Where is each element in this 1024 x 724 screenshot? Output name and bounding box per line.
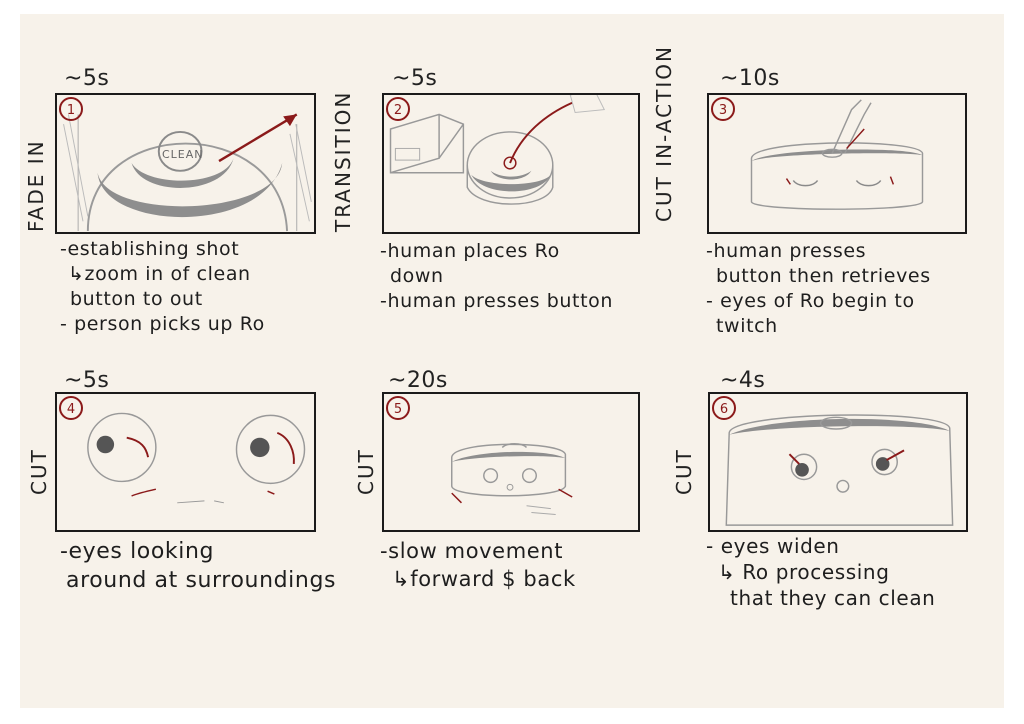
- panel-5-duration: ~20s: [388, 368, 448, 393]
- panel-6-note-2: ↳ Ro processing: [718, 560, 890, 584]
- panel-1-sketch: [63, 113, 312, 232]
- panel-4-number-badge: 4: [59, 396, 83, 420]
- panel-5-number-badge: 5: [386, 396, 410, 420]
- panel-5-frame: 5: [382, 392, 640, 532]
- panel-1-frame: CLEAN 1: [55, 93, 316, 234]
- panel-1-note-4: - person picks up Ro: [60, 313, 265, 335]
- panel-3-frame: 3: [707, 93, 967, 234]
- panel-4-sketch: [87, 412, 306, 504]
- panel-6-frame: 6: [708, 392, 968, 532]
- panel-3-sketch: [750, 99, 924, 210]
- panel-2-note-1: -human places Ro: [380, 240, 560, 262]
- panel-6-number-badge: 6: [712, 396, 736, 420]
- panel-5-notes: -slow movement ↳forward $ back: [380, 537, 576, 593]
- panel-3-note-3: - eyes of Ro begin to: [706, 290, 915, 312]
- panel-4-duration: ~5s: [64, 368, 110, 393]
- panel-2-frame: 2: [382, 93, 640, 234]
- panel-2-number-badge: 2: [386, 97, 410, 121]
- panel-5-sketch: [451, 443, 573, 515]
- panel-3-note-1: -human presses: [706, 240, 867, 262]
- panel-2-duration: ~5s: [392, 66, 438, 91]
- panel-5-note-1: -slow movement: [380, 539, 564, 563]
- panel-6-duration: ~4s: [720, 368, 766, 393]
- panel-4-note-2: around at surroundings: [66, 568, 337, 593]
- panel-4-frame: 4: [55, 392, 316, 532]
- panel-1-note-1: -establishing shot: [60, 238, 240, 260]
- panel-4-note-1: -eyes looking: [60, 539, 215, 564]
- panel-6-note-3: that they can clean: [730, 586, 936, 610]
- panel-3-notes: -human presses button then retrieves - e…: [706, 239, 931, 339]
- panel-2-notes: -human places Ro down -human presses but…: [380, 239, 613, 314]
- panel-6-notes: - eyes widen ↳ Ro processing that they c…: [706, 533, 935, 611]
- panel-1-notes: -establishing shot ↳zoom in of clean but…: [60, 237, 265, 337]
- clean-button-label: CLEAN: [162, 148, 204, 161]
- panel-3-note-2: button then retrieves: [716, 265, 931, 287]
- panel-1-transition-label: FADE IN: [24, 139, 48, 232]
- panel-2-transition-label: TRANSITION: [331, 90, 355, 232]
- panel-2-note-2: down: [390, 265, 444, 287]
- panel-3-number-badge: 3: [711, 97, 735, 121]
- panel-2-sketch: [389, 95, 606, 205]
- panel-5-transition-label: CUT: [354, 448, 378, 495]
- panel-6-note-1: - eyes widen: [706, 534, 840, 558]
- panel-1-number-badge: 1: [59, 97, 83, 121]
- panel-6-sketch: [725, 414, 954, 526]
- panel-4-transition-label: CUT: [27, 448, 51, 495]
- panel-4-notes: -eyes looking around at surroundings: [60, 537, 336, 595]
- panel-3-transition-label: CUT IN-ACTION: [652, 45, 676, 222]
- panel-3-duration: ~10s: [720, 66, 780, 91]
- panel-1-note-2: ↳zoom in of clean: [68, 263, 251, 285]
- panel-6-transition-label: CUT: [672, 448, 696, 495]
- panel-2-note-3: -human presses button: [380, 290, 614, 312]
- panel-3-note-4: twitch: [716, 315, 778, 337]
- panel-1-note-3: button to out: [70, 288, 203, 310]
- panel-1-duration: ~5s: [64, 66, 110, 91]
- panel-5-note-2: ↳forward $ back: [392, 567, 576, 591]
